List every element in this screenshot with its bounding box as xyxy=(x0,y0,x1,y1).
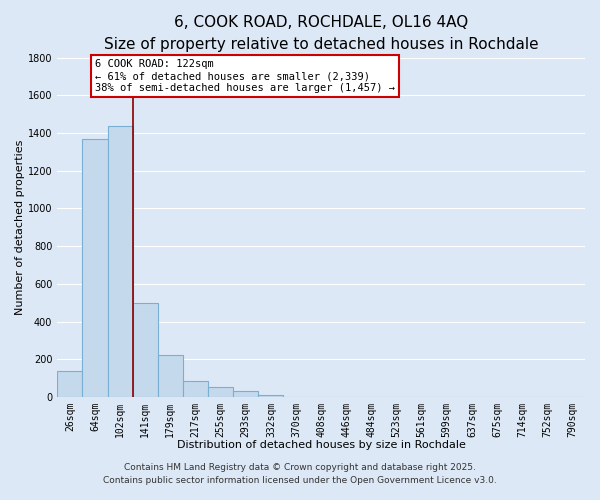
Y-axis label: Number of detached properties: Number of detached properties xyxy=(15,140,25,315)
Text: Contains HM Land Registry data © Crown copyright and database right 2025.
Contai: Contains HM Land Registry data © Crown c… xyxy=(103,464,497,485)
Bar xyxy=(107,126,133,397)
Bar xyxy=(133,303,158,397)
Text: 6 COOK ROAD: 122sqm
← 61% of detached houses are smaller (2,339)
38% of semi-det: 6 COOK ROAD: 122sqm ← 61% of detached ho… xyxy=(95,60,395,92)
Title: 6, COOK ROAD, ROCHDALE, OL16 4AQ
Size of property relative to detached houses in: 6, COOK ROAD, ROCHDALE, OL16 4AQ Size of… xyxy=(104,15,538,52)
Bar xyxy=(82,138,107,397)
X-axis label: Distribution of detached houses by size in Rochdale: Distribution of detached houses by size … xyxy=(176,440,466,450)
Bar xyxy=(183,381,208,397)
Bar xyxy=(233,392,259,397)
Bar xyxy=(259,395,283,397)
Bar xyxy=(158,354,183,397)
Bar xyxy=(57,370,82,397)
Bar xyxy=(208,386,233,397)
